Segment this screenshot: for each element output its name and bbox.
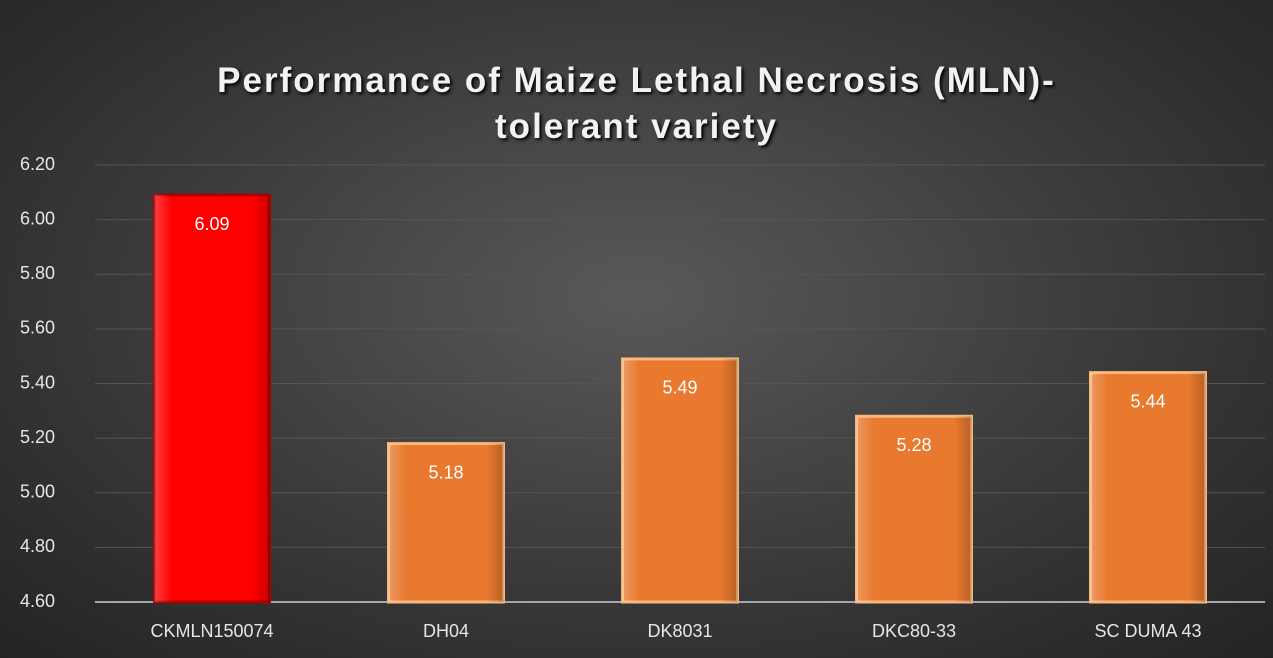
- data-label: 5.44: [1130, 391, 1165, 411]
- y-tick-label: 5.60: [20, 318, 55, 338]
- bar-shine: [1090, 372, 1206, 602]
- y-tick-label: 4.60: [20, 591, 55, 611]
- y-tick-label: 5.00: [20, 482, 55, 502]
- y-tick-label: 6.00: [20, 208, 55, 228]
- y-tick-label: 4.80: [20, 536, 55, 556]
- y-tick-label: 5.20: [20, 427, 55, 447]
- data-label: 5.28: [896, 435, 931, 455]
- x-tick-label: DK8031: [647, 621, 712, 641]
- data-label: 5.49: [662, 378, 697, 398]
- x-tick-label: DKC80-33: [872, 621, 956, 641]
- data-label: 6.09: [194, 214, 229, 234]
- x-tick-label: DH04: [423, 621, 469, 641]
- bar-shine: [388, 443, 504, 602]
- x-tick-label: SC DUMA 43: [1094, 621, 1201, 641]
- bar-shine: [154, 195, 270, 602]
- y-tick-label: 5.80: [20, 263, 55, 283]
- x-tick-label: CKMLN150074: [150, 621, 273, 641]
- y-tick-label: 5.40: [20, 372, 55, 392]
- y-tick-label: 6.20: [20, 154, 55, 174]
- chart-title: Performance of Maize Lethal Necrosis (ML…: [217, 61, 1056, 146]
- bar-shine: [622, 358, 738, 602]
- data-label: 5.18: [428, 462, 463, 482]
- bar-shine: [856, 416, 972, 602]
